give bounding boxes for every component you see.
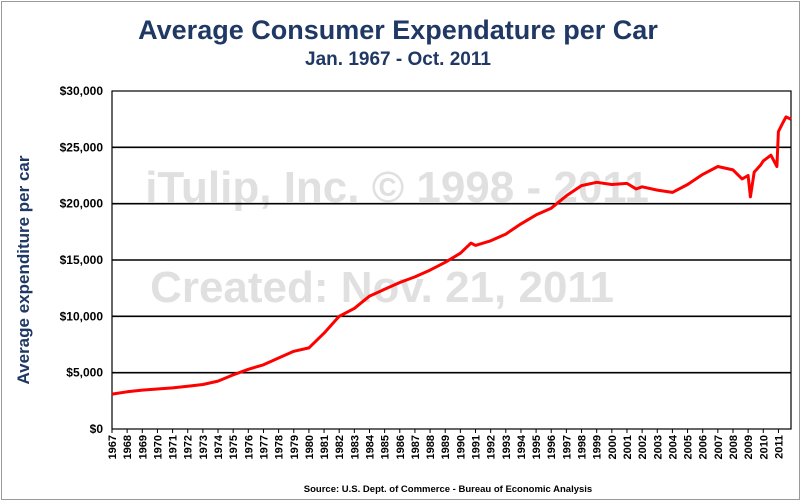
x-tick-label: 1996 [546, 435, 558, 459]
x-tick-label: 1986 [395, 435, 407, 459]
x-tick-label: 1973 [198, 435, 210, 459]
x-tick-label: 1995 [531, 435, 543, 459]
x-tick-label: 2008 [728, 435, 740, 459]
x-tick-label: 1982 [334, 435, 346, 459]
x-tick-label: 1994 [516, 434, 528, 459]
x-tick-label: 1989 [440, 435, 452, 459]
y-tick-label: $5,000 [66, 366, 103, 380]
y-tick-label: $20,000 [60, 197, 104, 211]
x-tick-label: 2002 [637, 435, 649, 459]
x-tick-label: 1977 [258, 435, 270, 459]
x-tick-label: 2000 [607, 435, 619, 459]
x-tick-label: 2009 [743, 435, 755, 459]
y-tick-label: $30,000 [60, 84, 104, 98]
chart-title: Average Consumer Expendature per Car [138, 15, 658, 45]
x-tick-label: 1998 [577, 435, 589, 459]
x-tick-label: 1983 [349, 435, 361, 459]
x-tick-label: 2003 [652, 435, 664, 459]
x-tick-label: 1991 [471, 435, 483, 459]
x-tick-label: 1967 [107, 435, 119, 459]
x-tick-label: 1992 [486, 435, 498, 459]
x-axis-ticks: 1967 1968 1969 1970 1971 1972 1973 1974 1975 1976… [107, 429, 785, 459]
y-tick-label: $25,000 [60, 140, 104, 154]
chart-subtitle: Jan. 1967 - Oct. 2011 [305, 49, 491, 70]
x-tick-label: 2005 [683, 435, 695, 459]
y-tick-label: $15,000 [60, 253, 104, 267]
plot-area: $0 $5,000 $10,000 $15,000 $20,000 $25,000 $30,… [60, 84, 792, 459]
source-note: Source: U.S. Dept. of Commerce - Bureau … [304, 484, 592, 495]
x-tick-label: 2010 [758, 435, 770, 459]
x-tick-label: 1981 [319, 435, 331, 459]
x-tick-label: 2001 [622, 435, 634, 459]
plot-border [111, 90, 792, 430]
x-tick-label: 1990 [455, 435, 467, 459]
x-tick-label: 1971 [168, 435, 180, 459]
x-tick-label: 1985 [380, 435, 392, 459]
x-tick-label: 1975 [228, 435, 240, 459]
watermark-copyright: iTulip, Inc. © 1998 - 2011 [145, 163, 649, 212]
x-tick-label: 1969 [137, 435, 149, 459]
x-tick-label: 2011 [773, 435, 785, 459]
y-tick-label: $0 [90, 422, 104, 436]
y-axis-label: Average expenditure per car [14, 155, 33, 384]
watermark-created: Created: Nov. 21, 2011 [150, 263, 614, 312]
x-tick-label: 1999 [592, 435, 604, 459]
x-tick-label: 1976 [243, 435, 255, 459]
x-tick-label: 1997 [561, 435, 573, 459]
x-tick-label: 1974 [213, 434, 225, 459]
x-tick-label: 1987 [410, 435, 422, 459]
x-tick-label: 1972 [183, 435, 195, 459]
x-tick-label: 1970 [152, 435, 164, 459]
x-tick-label: 2006 [698, 435, 710, 459]
y-axis-ticks: $0 $5,000 $10,000 $15,000 $20,000 $25,000 $30,… [60, 84, 104, 436]
x-tick-label: 1993 [501, 435, 513, 459]
x-tick-label: 1980 [304, 435, 316, 459]
x-tick-label: 2007 [713, 435, 725, 459]
x-tick-label: 1984 [364, 434, 376, 459]
x-tick-label: 1968 [122, 435, 134, 459]
x-tick-label: 2004 [667, 434, 679, 459]
x-tick-label: 1979 [289, 435, 301, 459]
x-tick-label: 1978 [274, 435, 286, 459]
y-tick-label: $10,000 [60, 309, 104, 323]
x-tick-label: 1988 [425, 435, 437, 459]
series-line [111, 115, 792, 396]
